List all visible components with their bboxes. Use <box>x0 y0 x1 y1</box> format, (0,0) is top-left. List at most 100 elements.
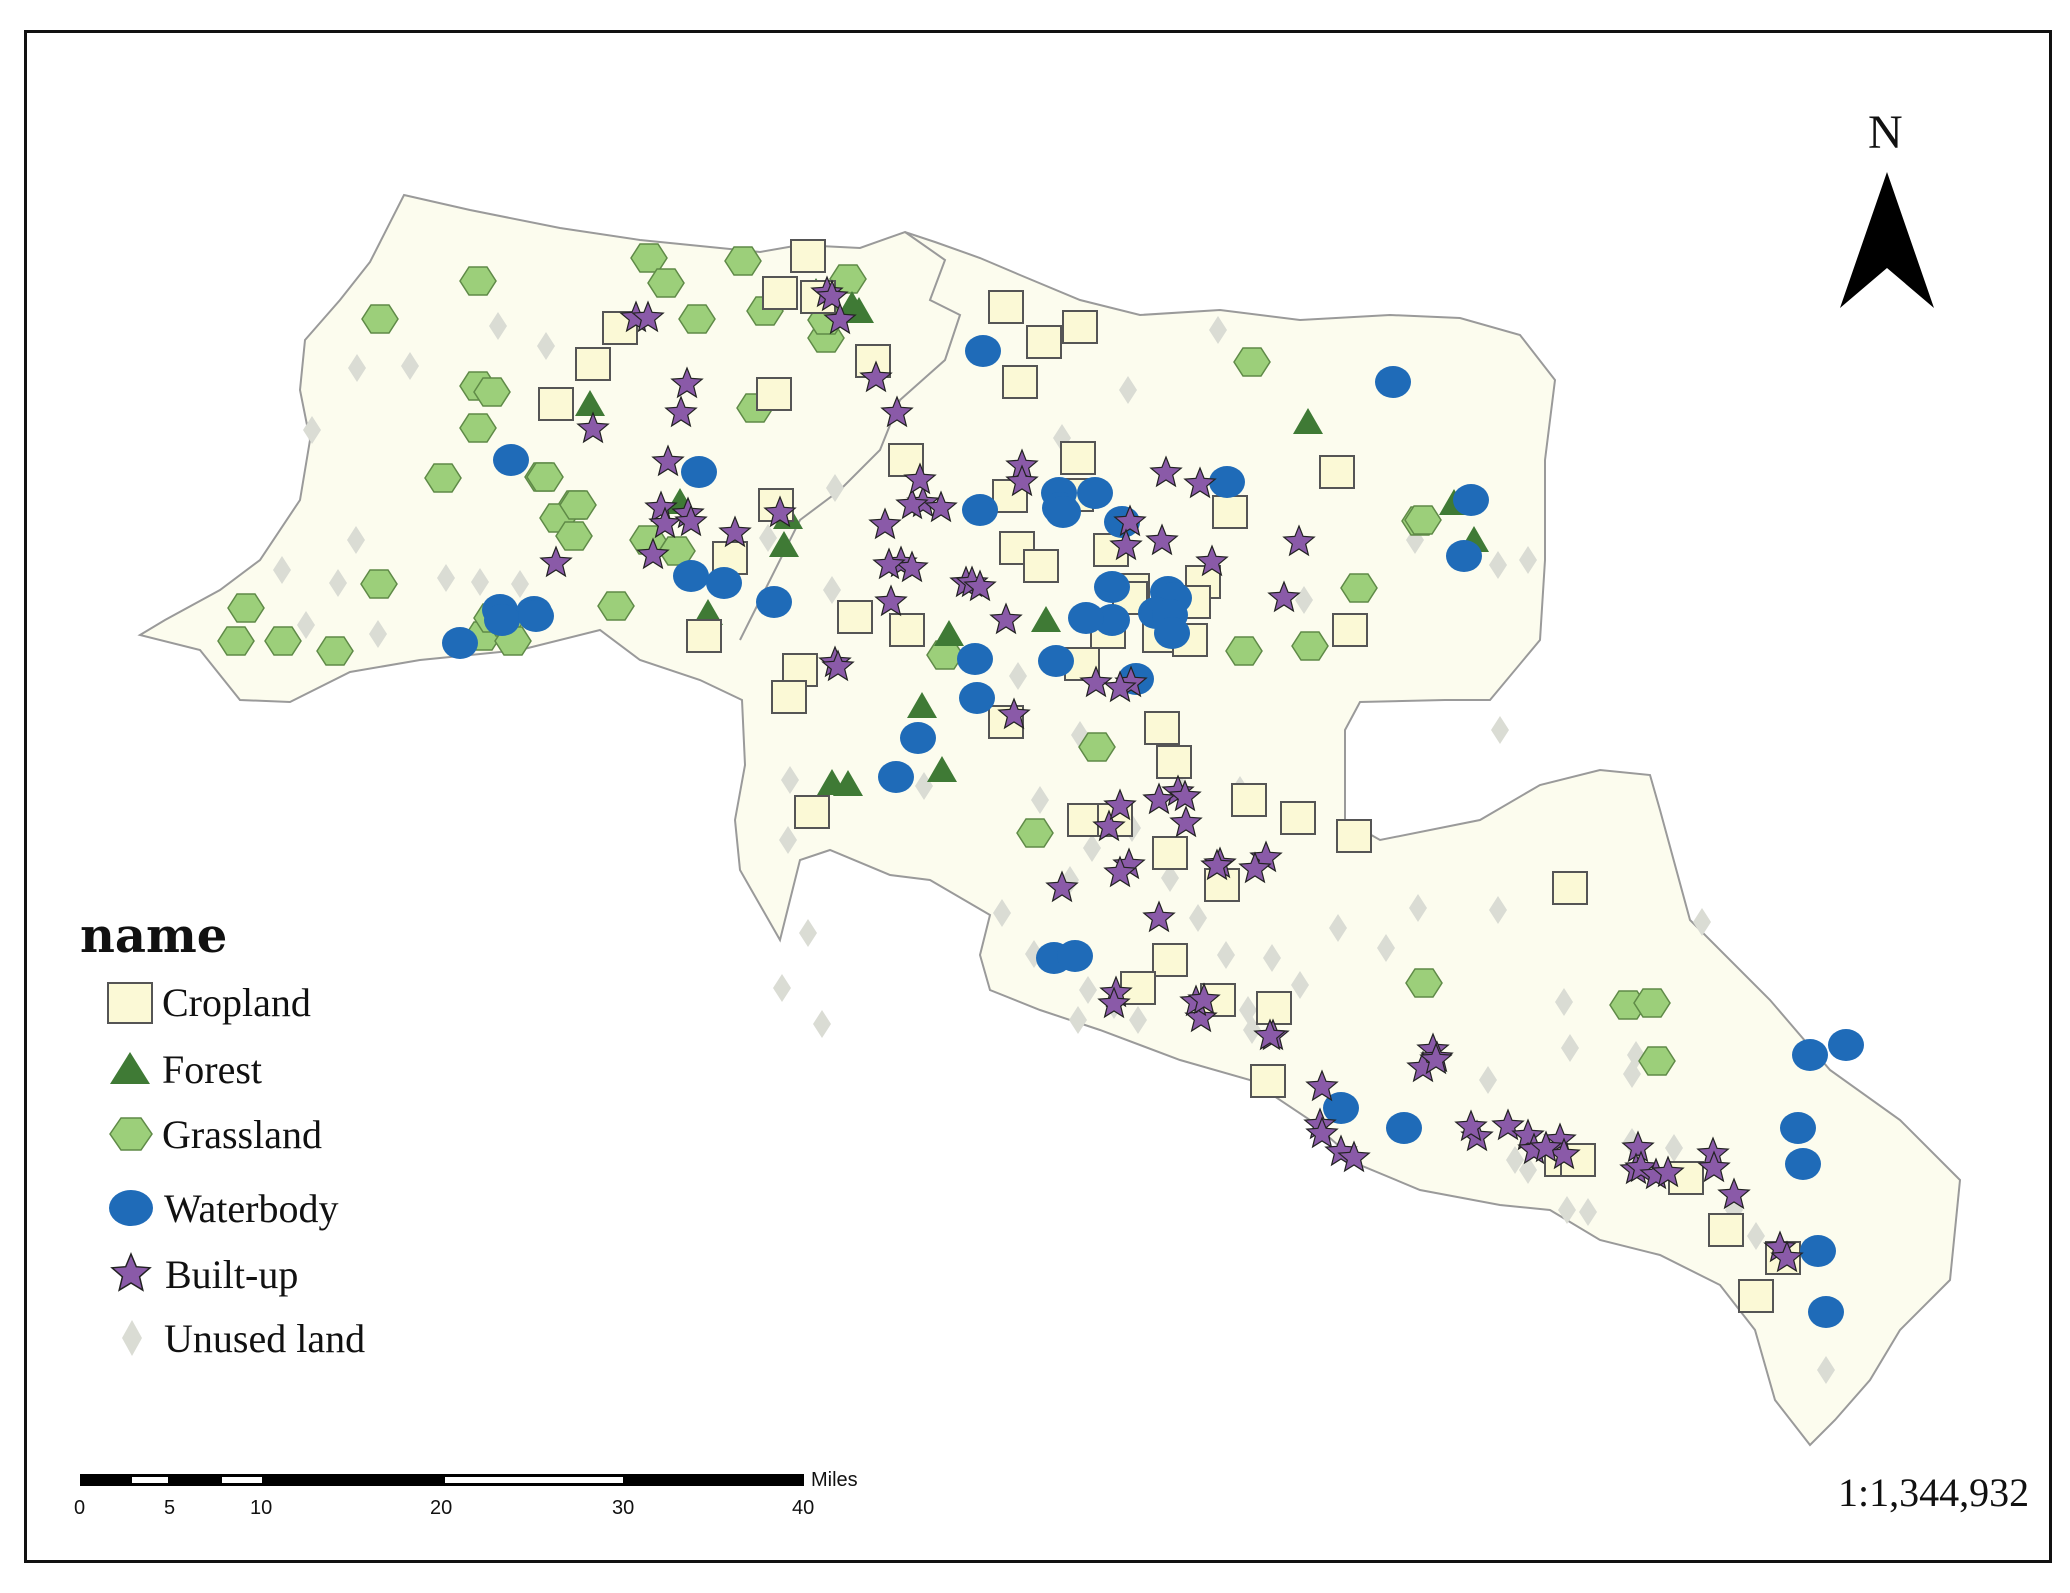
waterbody-marker <box>1386 1112 1422 1144</box>
unused-land-marker <box>489 312 507 340</box>
waterbody-marker <box>959 682 995 714</box>
built-up-marker <box>670 366 704 399</box>
built-up-marker <box>1282 524 1316 557</box>
built-up-marker <box>1142 782 1176 815</box>
scale-tick-label: 40 <box>792 1497 814 1519</box>
built-up-marker <box>1454 1109 1488 1142</box>
built-up-marker <box>1651 1155 1685 1188</box>
map-frame <box>24 30 2052 1563</box>
forest-marker <box>693 599 723 625</box>
scale-bar-outline <box>80 1474 804 1486</box>
unused-land-marker <box>1009 662 1027 690</box>
unused-land-marker <box>1409 894 1427 922</box>
waterbody-marker <box>878 761 914 793</box>
unused-land-marker <box>799 919 817 947</box>
grassland-marker <box>630 243 668 273</box>
waterbody-symbol-icon <box>109 1190 153 1226</box>
scale-bar-segment <box>445 1477 623 1483</box>
unused-land-marker <box>1489 551 1507 579</box>
grassland-marker <box>459 266 497 296</box>
unused-land-marker <box>1129 1006 1147 1034</box>
waterbody-marker <box>756 586 792 618</box>
unused-land-marker <box>1555 988 1573 1016</box>
built-up-marker <box>997 697 1031 730</box>
forest-marker <box>934 620 964 646</box>
waterbody-marker <box>1792 1039 1828 1071</box>
built-up-marker <box>868 507 902 540</box>
unused-land-marker <box>1119 376 1137 404</box>
grassland-marker <box>1225 636 1263 666</box>
scale-tick-label: 5 <box>164 1497 175 1519</box>
cropland-marker <box>1023 549 1059 583</box>
unused-land-marker <box>813 1010 831 1038</box>
built-up-marker <box>823 302 857 335</box>
built-up-marker <box>1168 779 1202 812</box>
grassland-marker <box>361 304 399 334</box>
grassland-marker <box>1638 1046 1676 1076</box>
built-up-marker <box>1113 504 1147 537</box>
unused-land-marker <box>1665 1134 1683 1162</box>
waterbody-marker <box>1154 617 1190 649</box>
built-up-marker <box>1419 1042 1453 1075</box>
built-up-marker <box>1511 1118 1545 1151</box>
waterbody-marker <box>1785 1148 1821 1180</box>
unused-land-marker <box>303 416 321 444</box>
grassland-marker <box>555 521 593 551</box>
cropland-marker <box>1002 365 1038 399</box>
scale-bar: Miles 0 5 10 20 30 40 <box>74 1469 858 1519</box>
waterbody-marker <box>1800 1235 1836 1267</box>
built-up-marker <box>1253 1018 1287 1051</box>
unused-land-marker <box>993 899 1011 927</box>
unused-land-marker <box>1491 716 1509 744</box>
unused-land-marker <box>1291 971 1309 999</box>
built-up-points <box>539 275 1804 1273</box>
built-up-marker <box>1045 870 1079 903</box>
grassland-marker <box>264 626 302 656</box>
built-up-symbol-icon <box>110 1252 152 1292</box>
unused-land-marker <box>1519 546 1537 574</box>
cropland-marker <box>1280 801 1316 835</box>
built-up-marker <box>874 584 908 617</box>
unused-land-marker <box>511 570 529 598</box>
cropland-marker <box>1152 836 1188 870</box>
built-up-marker <box>1092 809 1126 842</box>
cropland-marker <box>1552 871 1588 905</box>
built-up-marker <box>1142 900 1176 933</box>
built-up-marker <box>1187 982 1221 1015</box>
built-up-marker <box>674 504 708 537</box>
unused-land-marker <box>1239 996 1257 1024</box>
waterbody-marker <box>1780 1112 1816 1144</box>
built-up-marker <box>1543 1122 1577 1155</box>
waterbody-marker <box>1828 1029 1864 1061</box>
unused-land-marker <box>437 564 455 592</box>
unused-land-marker <box>1747 1222 1765 1250</box>
unused-land-marker <box>1506 1146 1524 1174</box>
cropland-marker <box>1738 1279 1774 1313</box>
grassland-marker <box>360 569 398 599</box>
built-up-marker <box>1103 788 1137 821</box>
built-up-marker <box>1103 855 1137 888</box>
waterbody-marker <box>957 643 993 675</box>
cropland-marker <box>538 387 574 421</box>
north-arrow: N <box>1840 106 1934 308</box>
waterbody-marker <box>1045 496 1081 528</box>
north-arrow-icon <box>1840 172 1934 308</box>
unused-land-marker <box>537 332 555 360</box>
unused-land-marker <box>773 974 791 1002</box>
forest-marker <box>575 390 605 416</box>
unused-land-marker <box>369 620 387 648</box>
unused-land-marker <box>823 576 841 604</box>
scale-unit: Miles <box>811 1469 858 1491</box>
legend-label-forest: Forest <box>162 1047 262 1092</box>
built-up-marker <box>963 569 997 602</box>
built-up-marker <box>1697 1150 1731 1183</box>
built-up-marker <box>664 395 698 428</box>
unused-land-marker <box>781 766 799 794</box>
cropland-marker <box>1026 325 1062 359</box>
built-up-marker <box>1149 455 1183 488</box>
unused-land-marker <box>401 352 419 380</box>
grassland-marker <box>658 536 696 566</box>
unused-land-marker <box>1083 834 1101 862</box>
north-label: N <box>1868 106 1903 159</box>
